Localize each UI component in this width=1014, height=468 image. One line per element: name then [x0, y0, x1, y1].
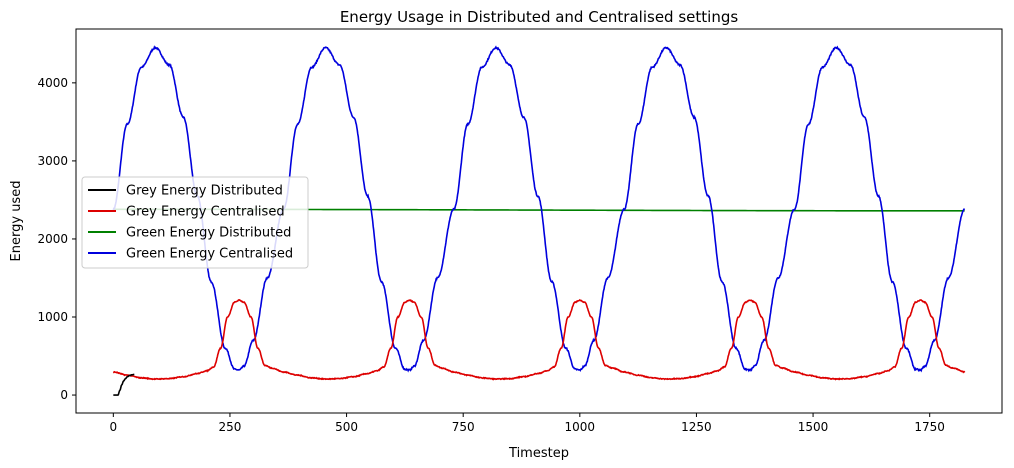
y-axis: 0 1000 2000 3000 4000: [37, 76, 76, 402]
y-tick-label: 4000: [37, 76, 68, 90]
y-tick-label: 1000: [37, 310, 68, 324]
x-tick-label: 0: [109, 420, 117, 434]
x-tick-label: 250: [218, 420, 241, 434]
x-axis: 0 250 500 750 1000 1250 1500 1750: [109, 413, 945, 434]
legend-box: [81, 176, 309, 269]
x-axis-label: Timestep: [508, 446, 569, 461]
y-tick-label: 2000: [37, 232, 68, 246]
chart-title: Energy Usage in Distributed and Centrali…: [340, 8, 739, 26]
y-axis-label: Energy used: [9, 181, 24, 262]
x-tick-label: 1500: [798, 420, 829, 434]
legend-entry: Green Energy Centralised: [126, 247, 293, 262]
plot-frame: [75, 28, 1003, 414]
x-tick-label: 1000: [565, 420, 596, 434]
series-line-1: [112, 298, 966, 381]
x-tick-label: 1750: [914, 420, 945, 434]
y-tick-label: 3000: [37, 154, 68, 168]
legend-entry: Green Energy Distributed: [126, 226, 291, 241]
x-tick-label: 1250: [681, 420, 712, 434]
x-tick-label: 500: [335, 420, 358, 434]
series-line-0: [113, 373, 135, 396]
x-tick-label: 750: [452, 420, 475, 434]
legend-entry: Grey Energy Distributed: [126, 184, 283, 199]
legend-entry: Grey Energy Centralised: [126, 205, 285, 220]
y-tick-label: 0: [60, 388, 68, 402]
legend: Grey Energy Distributed Grey Energy Centr…: [81, 176, 309, 269]
